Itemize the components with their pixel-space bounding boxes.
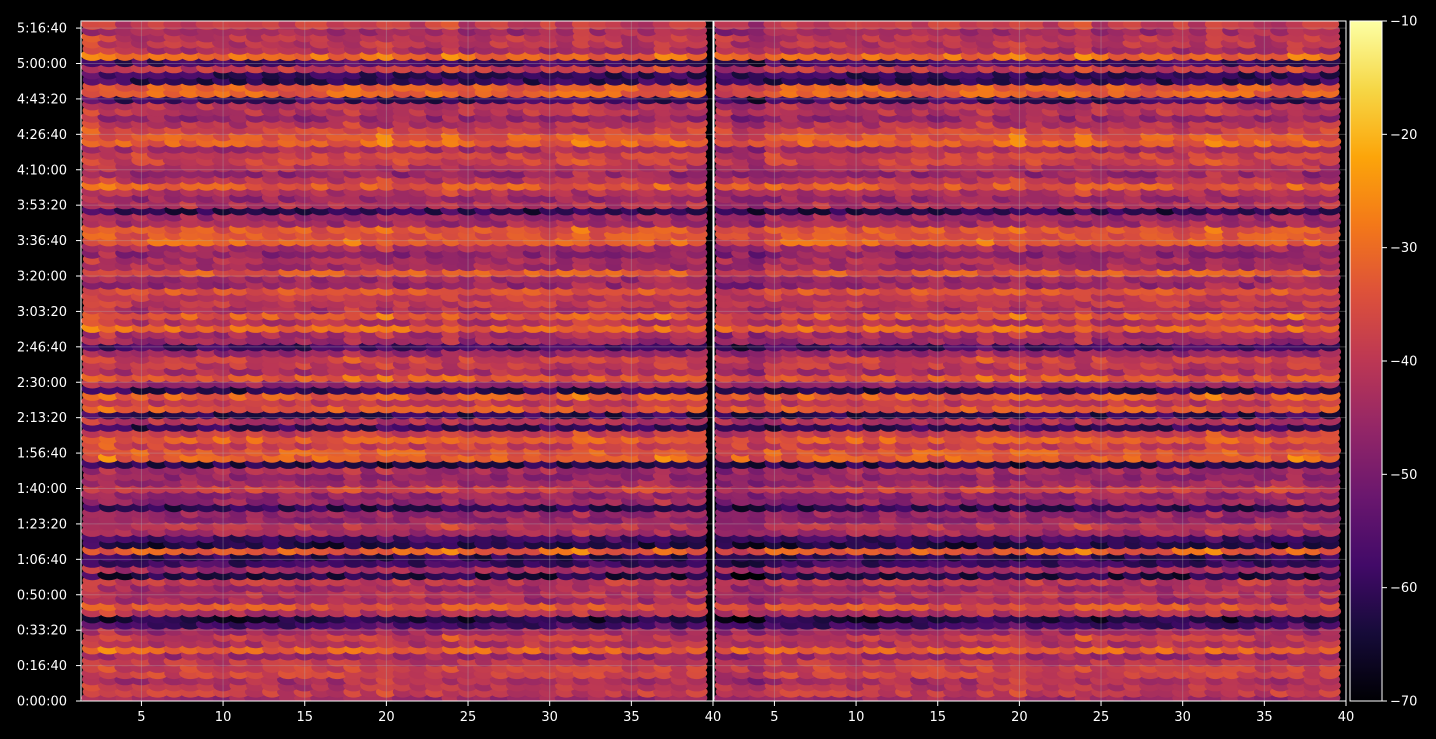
x-tick-label: 10 xyxy=(215,710,232,725)
x-tick-label: 15 xyxy=(296,710,313,725)
x-axis-left: 5 10 15 20 25 30 35 40 xyxy=(137,701,721,725)
heatmap-panel-left: 5 10 15 20 25 30 35 40 xyxy=(80,20,721,725)
x-tick-label: 40 xyxy=(705,710,722,725)
heatmap-panel-right: 5 10 15 20 25 30 35 40 xyxy=(713,20,1354,725)
x-tick-label: 30 xyxy=(541,710,558,725)
x-tick-label: 20 xyxy=(378,710,395,725)
x-tick-label: 25 xyxy=(460,710,477,725)
x-tick-label: 35 xyxy=(623,710,640,725)
heatmap-cells-left xyxy=(81,21,709,701)
x-tick-label: 5 xyxy=(137,710,145,725)
heatmap-cells-right xyxy=(714,21,1342,701)
